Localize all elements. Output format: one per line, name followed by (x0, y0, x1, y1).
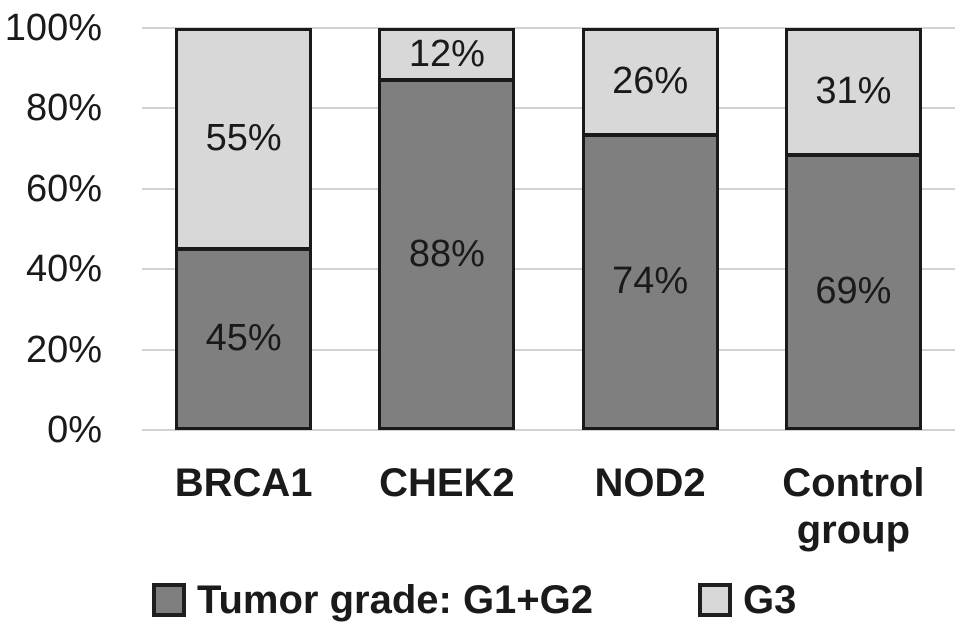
legend-swatch-g3 (698, 583, 732, 617)
bar-segment-g3: 31% (784, 28, 922, 155)
bar-segment-g3: 26% (581, 28, 719, 135)
bar-segment-g1g2: 45% (175, 248, 313, 430)
bar-segment-g3: 55% (175, 28, 313, 249)
bar-value-label: 31% (815, 70, 892, 113)
gridline (142, 348, 955, 351)
y-axis-tick-label: 0% (47, 409, 102, 451)
legend-label-g1g2: Tumor grade: G1+G2 (197, 577, 594, 622)
y-axis-tick-label: 100% (4, 7, 102, 49)
bar-value-label: 69% (815, 270, 892, 313)
bar-value-label: 55% (205, 117, 282, 160)
y-axis-tick-label: 40% (25, 248, 102, 291)
bar-segment-g1g2: 74% (581, 134, 719, 430)
x-axis-label-chek2: CHEK2 (379, 461, 515, 505)
x-axis-label-nod2: NOD2 (594, 461, 706, 505)
bar-value-label: 12% (408, 33, 485, 76)
bar-control-group: 31% 69% (784, 28, 922, 430)
gridline (142, 429, 955, 431)
legend-item-g3: G3 (698, 578, 796, 622)
legend-swatch-g1g2 (152, 583, 186, 617)
gridline (142, 187, 955, 190)
gridline (142, 268, 955, 271)
gridline (142, 27, 955, 29)
legend-item-g1g2: Tumor grade: G1+G2 (152, 578, 593, 622)
bar-value-label: 74% (612, 260, 689, 303)
bar-segment-g1g2: 88% (378, 80, 516, 430)
bar-value-label: 45% (205, 317, 282, 360)
bar-value-label: 88% (408, 233, 485, 276)
y-axis-tick-label: 80% (25, 87, 102, 130)
bar-segment-g1g2: 69% (784, 154, 922, 430)
y-axis-tick-label: 20% (25, 328, 102, 371)
legend-label-g3: G3 (743, 577, 797, 622)
bar-nod2: 26% 74% (581, 28, 719, 430)
gridline (142, 107, 955, 110)
bar-chek2: 12% 88% (378, 28, 516, 430)
x-axis-label-control-group: Control group (782, 461, 925, 553)
bar-brca1: 55% 45% (175, 28, 313, 430)
bar-segment-g3: 12% (378, 28, 516, 81)
bar-value-label: 26% (612, 60, 689, 103)
plot-area: 55% 45% 12% 88% 26% 74% 31% 69% (142, 27, 955, 431)
y-axis-tick-label: 60% (25, 167, 102, 210)
x-axis-label-brca1: BRCA1 (174, 461, 313, 505)
